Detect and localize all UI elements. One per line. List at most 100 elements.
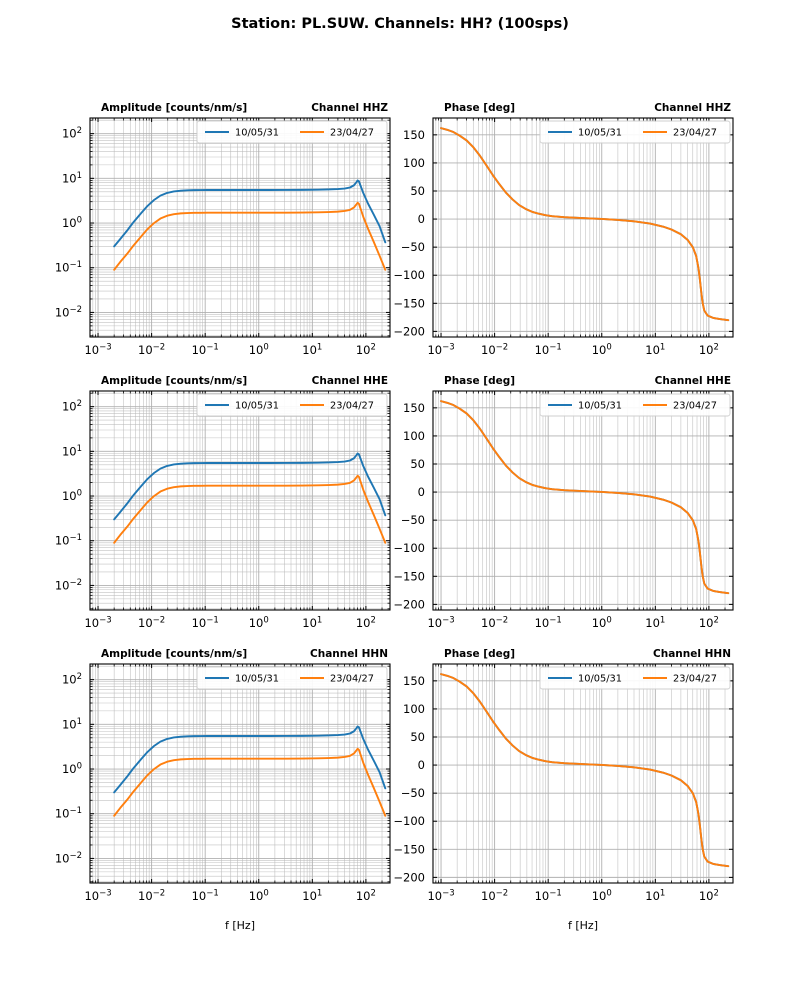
svg-text:10−1: 10−1 (535, 616, 562, 631)
svg-text:102: 102 (699, 616, 719, 631)
xtick-label: 100 (592, 616, 612, 631)
xtick-label: 10−1 (535, 889, 562, 904)
legend-box (196, 393, 388, 417)
xtick-label: 10−3 (84, 889, 111, 904)
legend-box (539, 393, 731, 417)
ytick-label: 0 (418, 485, 425, 499)
series-line-10-05-31 (113, 725, 387, 794)
xtick-label: 102 (356, 889, 376, 904)
panel-ylabel: Phase [deg] (444, 375, 515, 387)
svg-text:10−2: 10−2 (138, 343, 165, 358)
svg-text:102: 102 (62, 672, 82, 687)
legend-label: 23/04/27 (673, 128, 717, 139)
legend-label: 23/04/27 (330, 401, 374, 412)
data-curves (113, 725, 387, 817)
legend[interactable]: 10/05/31 23/04/27 (196, 393, 388, 417)
svg-text:10−2: 10−2 (138, 889, 165, 904)
legend-entry-10-05-31[interactable]: 10/05/31 (548, 401, 622, 412)
axes-spine (89, 390, 391, 611)
ytick-label: −100 (393, 541, 425, 555)
xtick-label: 10−3 (427, 616, 454, 631)
legend[interactable]: 10/05/31 23/04/27 (539, 120, 731, 144)
svg-text:10−2: 10−2 (55, 851, 82, 866)
ytick-label: 150 (403, 128, 425, 142)
legend-box (539, 666, 731, 690)
svg-text:101: 101 (302, 889, 322, 904)
legend-entry-23-04-27[interactable]: 23/04/27 (643, 674, 717, 685)
grid-major (90, 391, 390, 610)
axes-spine (432, 117, 734, 338)
legend-label: 10/05/31 (578, 128, 622, 139)
xtick-label: 10−1 (535, 343, 562, 358)
svg-text:100: 100 (62, 216, 82, 231)
legend-entry-10-05-31[interactable]: 10/05/31 (548, 128, 622, 139)
svg-text:10−3: 10−3 (84, 616, 111, 631)
ytick-label: 50 (410, 730, 425, 744)
panel-channel-label: Channel HHE (312, 375, 388, 387)
legend-entry-10-05-31[interactable]: 10/05/31 (205, 128, 279, 139)
legend[interactable]: 10/05/31 23/04/27 (539, 393, 731, 417)
xtick-label: 10−2 (138, 616, 165, 631)
series-line-23-04-27 (113, 474, 387, 544)
legend-entry-23-04-27[interactable]: 23/04/27 (300, 674, 374, 685)
svg-text:10−1: 10−1 (55, 533, 82, 548)
ytick-label: −150 (393, 842, 425, 856)
legend-entry-10-05-31[interactable]: 10/05/31 (205, 674, 279, 685)
ytick-label: 10−2 (55, 851, 82, 866)
xtick-label: 10−1 (192, 616, 219, 631)
svg-text:10−3: 10−3 (427, 889, 454, 904)
xtick-label: 10−1 (192, 343, 219, 358)
legend-entry-10-05-31[interactable]: 10/05/31 (205, 401, 279, 412)
legend-label: 10/05/31 (235, 674, 279, 685)
xtick-label: 10−2 (138, 343, 165, 358)
xtick-label: 100 (249, 889, 269, 904)
legend[interactable]: 10/05/31 23/04/27 (196, 666, 388, 690)
legend-label: 23/04/27 (330, 674, 374, 685)
xtick-label: 10−3 (427, 889, 454, 904)
svg-text:10−3: 10−3 (427, 616, 454, 631)
xtick-label: 10−2 (481, 889, 508, 904)
ytick-label: −50 (401, 513, 425, 527)
ytick-label: −100 (393, 814, 425, 828)
xtick-label: 102 (699, 343, 719, 358)
xtick-label: 101 (645, 889, 665, 904)
legend[interactable]: 10/05/31 23/04/27 (539, 666, 731, 690)
legend[interactable]: 10/05/31 23/04/27 (196, 120, 388, 144)
ytick-label: 101 (62, 717, 82, 732)
grid-minor-vertical (435, 664, 726, 883)
legend-entry-23-04-27[interactable]: 23/04/27 (300, 128, 374, 139)
svg-text:10−1: 10−1 (192, 343, 219, 358)
legend-entry-23-04-27[interactable]: 23/04/27 (300, 401, 374, 412)
svg-text:100: 100 (592, 616, 612, 631)
legend-box (539, 120, 731, 144)
xaxis-label: f [Hz] (225, 919, 255, 932)
series-line-10-05-31 (113, 452, 387, 521)
xtick-label: 102 (699, 889, 719, 904)
svg-text:100: 100 (249, 616, 269, 631)
legend-entry-23-04-27[interactable]: 23/04/27 (643, 128, 717, 139)
panel-ylabel: Amplitude [counts/nm/s] (101, 375, 247, 387)
xaxis-label: f [Hz] (568, 919, 598, 932)
xtick-label: 100 (592, 889, 612, 904)
ytick-label: 100 (62, 216, 82, 231)
series-line-10-05-31 (113, 179, 387, 248)
legend-entry-10-05-31[interactable]: 10/05/31 (548, 674, 622, 685)
svg-text:10−1: 10−1 (55, 260, 82, 275)
panel-ylabel: Phase [deg] (444, 648, 515, 660)
svg-text:10−2: 10−2 (481, 616, 508, 631)
grid-minor-vertical (435, 118, 726, 337)
data-curves (440, 127, 730, 322)
legend-entry-23-04-27[interactable]: 23/04/27 (643, 401, 717, 412)
panel-hhn-amplitude: 102 101 100 10−1 10−2 10−3 10−2 10−1 100 101 102 Am… (55, 648, 391, 932)
xtick-label: 10−3 (427, 343, 454, 358)
data-curves (440, 400, 730, 595)
axes-spine (432, 390, 734, 611)
data-curves (113, 452, 387, 544)
svg-text:10−1: 10−1 (192, 889, 219, 904)
svg-text:102: 102 (356, 889, 376, 904)
svg-text:101: 101 (62, 717, 82, 732)
svg-text:10−1: 10−1 (55, 806, 82, 821)
svg-text:101: 101 (62, 171, 82, 186)
legend-label: 10/05/31 (578, 674, 622, 685)
